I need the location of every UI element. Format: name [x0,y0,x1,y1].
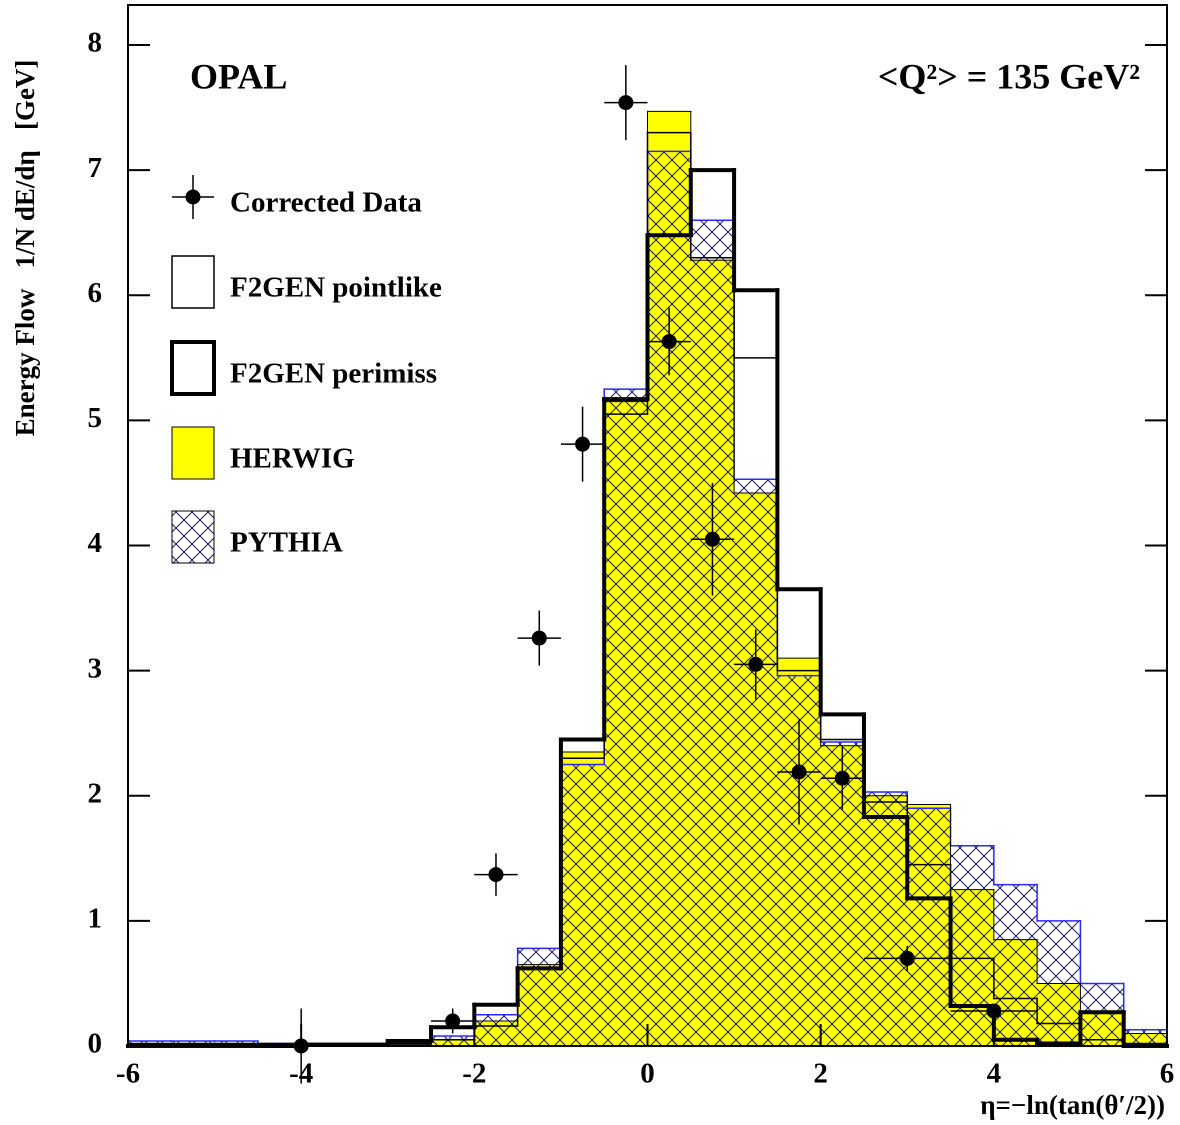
histogram-bar [604,389,648,1046]
x-tick-label: -4 [289,1058,313,1090]
histogram-bar [993,884,1038,1046]
x-tick-label: -6 [116,1058,140,1090]
data-point [704,531,720,547]
y-tick-label: 7 [88,152,103,184]
histogram-bar [950,845,994,1046]
legend-symbol [185,189,201,205]
data-point [834,770,850,786]
legend-label: PYTHIA [230,527,343,559]
data-point [445,1013,461,1029]
x-tick-label: 4 [987,1058,1002,1090]
y-tick-label: 4 [88,527,103,559]
histogram-bar [560,764,605,1046]
legend-symbol [171,510,215,564]
y-tick-label: 8 [88,27,103,59]
y-tick-label: 6 [88,277,103,309]
histogram-bar [690,220,735,1046]
legend-symbol [171,426,215,480]
lines [126,110,1169,1048]
legend-label: HERWIG [230,443,355,475]
data-point [618,95,634,111]
legend-label: F2GEN pointlike [230,272,442,304]
data-point [575,436,591,452]
data-point [791,764,807,780]
legend-symbol [170,340,216,396]
data-point [531,630,547,646]
y-axis-label: Energy Flow 1/N dE/dη [GeV] [10,60,40,437]
overlay: 0 1 2 3 4 5 6 7 8 -6 -4 -2 0 2 4 6 Corrected Data F2GEN p… [88,4,1175,1090]
histogram-bar [647,151,691,1046]
x-tick-label: 6 [1160,1058,1175,1090]
fills [128,111,1167,1047]
legend-label: Corrected Data [230,187,422,219]
histogram-bar [474,1014,518,1046]
y-tick-label: 2 [88,777,103,809]
histogram-bar [734,479,778,1046]
y-tick-label: 3 [88,652,103,684]
data-point [488,867,504,883]
legend-label: F2GEN perimiss [230,358,437,390]
histogram-bar [517,948,561,1046]
chart-title: <Q²> = 135 GeV² [878,56,1140,96]
x-axis-label: η=−ln(tan(θ′/2)) [980,1090,1165,1120]
data-point [748,656,764,672]
x-tick-label: 2 [813,1058,828,1090]
y-tick-label: 0 [88,1028,103,1060]
histogram-bar [1080,983,1124,1046]
histogram-bar [863,792,908,1046]
histogram-bar [907,808,951,1046]
x-tick-label: 0 [640,1058,655,1090]
data-point [899,950,915,966]
data-point [986,1003,1002,1019]
data-point [661,334,677,350]
legend-symbol [171,255,215,309]
x-tick-label: -2 [462,1058,486,1090]
y-tick-label: 5 [88,402,103,434]
annotation: OPAL [190,56,287,96]
y-tick-label: 1 [88,903,103,935]
histogram-bar [431,1035,475,1046]
